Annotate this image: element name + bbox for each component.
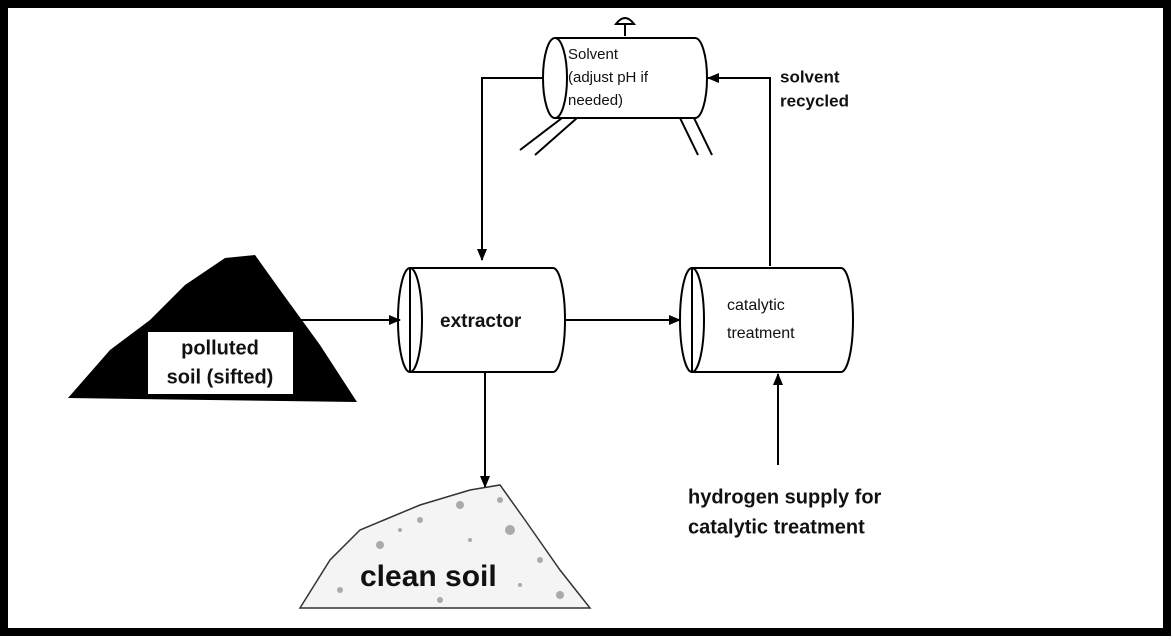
annotation: hydrogen supply for: [688, 486, 882, 508]
label-box: [148, 332, 293, 394]
annotation: recycled: [780, 91, 849, 110]
annotation: catalytic treatment: [688, 516, 865, 538]
extractor-vessel: [397, 267, 566, 373]
node-label: clean soil: [360, 560, 497, 593]
clean-soil-pile: [298, 484, 592, 609]
node-label: polluted: [181, 337, 259, 359]
arrow: [707, 73, 771, 266]
node-label: treatment: [727, 325, 795, 342]
arrow: [477, 77, 543, 261]
node-label: (adjust pH if: [568, 69, 649, 86]
node-label: soil (sifted): [167, 366, 274, 388]
node-label: needed): [568, 92, 623, 109]
node-label: extractor: [440, 311, 522, 332]
node-label: Solvent: [568, 46, 619, 63]
node-label: catalytic: [727, 297, 785, 314]
catalytic-vessel: [679, 267, 854, 373]
annotation: solvent: [780, 67, 840, 86]
